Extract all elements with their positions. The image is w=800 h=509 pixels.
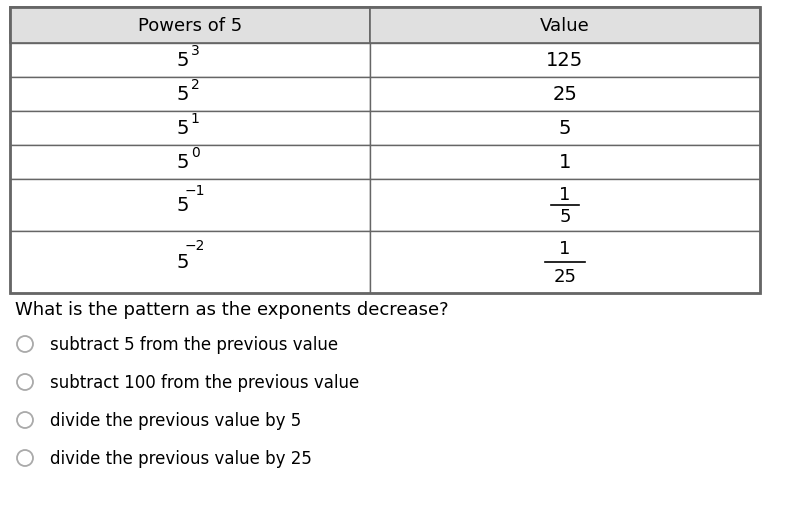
Text: −2: −2 xyxy=(185,238,205,252)
Text: 25: 25 xyxy=(553,86,578,104)
Text: 5: 5 xyxy=(558,119,571,138)
Text: 1: 1 xyxy=(559,240,570,258)
Bar xyxy=(10,232,370,293)
Text: 1: 1 xyxy=(559,185,570,203)
Text: 5: 5 xyxy=(177,253,190,272)
Text: 2: 2 xyxy=(190,78,199,92)
Text: What is the pattern as the exponents decrease?: What is the pattern as the exponents dec… xyxy=(15,300,449,318)
Text: 5: 5 xyxy=(177,51,190,70)
Text: −1: −1 xyxy=(185,184,206,198)
Text: 3: 3 xyxy=(190,44,199,59)
Bar xyxy=(370,146,760,180)
Bar xyxy=(370,180,760,232)
Text: 5: 5 xyxy=(559,208,570,226)
Text: subtract 5 from the previous value: subtract 5 from the previous value xyxy=(50,335,338,353)
Text: divide the previous value by 5: divide the previous value by 5 xyxy=(50,411,302,429)
Text: divide the previous value by 25: divide the previous value by 25 xyxy=(50,449,312,467)
Text: 0: 0 xyxy=(190,146,199,160)
Bar xyxy=(10,112,370,146)
Bar xyxy=(370,78,760,112)
Text: 5: 5 xyxy=(177,196,190,215)
Text: 5: 5 xyxy=(177,86,190,104)
Text: 1: 1 xyxy=(559,153,571,172)
Text: 5: 5 xyxy=(177,119,190,138)
Text: 25: 25 xyxy=(554,267,577,285)
Bar xyxy=(10,146,370,180)
Bar xyxy=(10,180,370,232)
Text: 1: 1 xyxy=(190,112,199,126)
Bar xyxy=(370,44,760,78)
Text: 5: 5 xyxy=(177,153,190,172)
Bar xyxy=(10,8,370,44)
Bar xyxy=(370,112,760,146)
Text: Value: Value xyxy=(540,17,590,35)
Bar xyxy=(10,44,370,78)
Bar xyxy=(370,232,760,293)
Bar xyxy=(10,8,760,293)
Bar xyxy=(10,78,370,112)
Text: Powers of 5: Powers of 5 xyxy=(138,17,242,35)
Text: subtract 100 from the previous value: subtract 100 from the previous value xyxy=(50,373,359,391)
Bar xyxy=(370,8,760,44)
Text: 125: 125 xyxy=(546,51,584,70)
